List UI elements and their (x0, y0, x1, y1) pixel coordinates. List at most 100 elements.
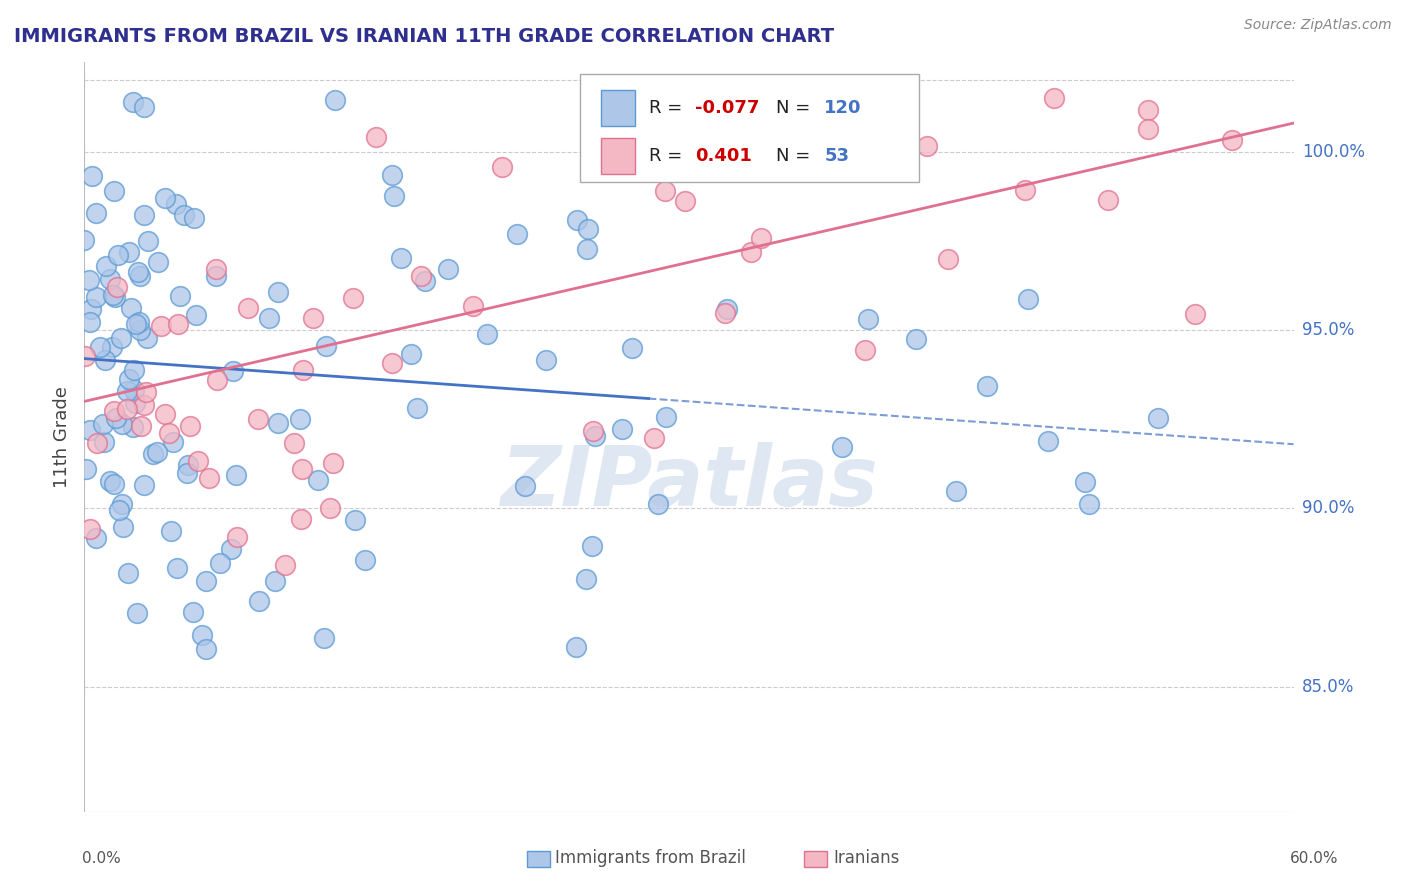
Point (84, 205, 107, 219)
Point (181, 605, 204, 619)
Point (122, 420, 145, 434)
Text: Immigrants from Brazil: Immigrants from Brazil (555, 849, 747, 867)
Point (183, 211, 205, 226)
Point (257, 311, 280, 326)
Point (643, 431, 665, 445)
Point (1036, 434, 1059, 448)
Bar (600, 138, 634, 174)
Point (292, 363, 315, 377)
Point (101, 288, 124, 302)
Point (84, 290, 107, 304)
Text: 95.0%: 95.0% (1302, 321, 1354, 339)
Point (583, 428, 606, 442)
Point (179, 419, 201, 434)
Point (647, 497, 669, 511)
Point (117, 384, 139, 398)
Point (575, 572, 598, 586)
Point (86, 436, 108, 450)
Point (856, 311, 879, 326)
Point (84, 531, 107, 545)
Point (111, 497, 134, 511)
Point (477, 326, 499, 341)
Point (381, 356, 404, 370)
Point (98, 475, 121, 489)
Point (165, 196, 187, 211)
Point (381, 169, 404, 183)
Text: 90.0%: 90.0% (1302, 500, 1354, 517)
Point (673, 194, 696, 208)
Point (73, 350, 96, 364)
Point (976, 379, 998, 393)
Point (115, 402, 138, 417)
Point (536, 352, 558, 367)
Point (654, 409, 676, 424)
Point (831, 440, 853, 454)
Point (129, 419, 152, 434)
Point (366, 130, 388, 145)
Point (406, 401, 429, 416)
Point (567, 213, 589, 227)
Point (117, 566, 139, 580)
Point (132, 398, 155, 412)
Point (205, 261, 228, 276)
Point (100, 272, 122, 286)
Point (204, 269, 226, 284)
Point (1043, 91, 1066, 105)
Point (150, 318, 173, 333)
Text: 0.401: 0.401 (695, 147, 752, 165)
Point (610, 422, 633, 436)
Point (1017, 292, 1039, 306)
Point (91, 417, 114, 431)
Point (657, 134, 679, 148)
Point (354, 552, 377, 566)
Point (564, 640, 586, 655)
Point (177, 458, 200, 473)
Point (100, 340, 122, 354)
Text: R =: R = (650, 147, 693, 165)
Text: Source: ZipAtlas.com: Source: ZipAtlas.com (1244, 18, 1392, 32)
Point (291, 462, 314, 476)
Point (132, 100, 155, 114)
Point (77, 273, 100, 287)
Point (322, 456, 344, 470)
Point (904, 332, 927, 346)
Point (437, 262, 460, 277)
Point (122, 384, 145, 398)
Point (491, 160, 513, 174)
Point (111, 519, 134, 533)
Point (614, 91, 637, 105)
Point (89, 340, 111, 354)
Point (716, 301, 738, 316)
Point (1220, 133, 1243, 147)
Point (129, 268, 152, 283)
Text: 60.0%: 60.0% (1291, 851, 1339, 865)
Point (153, 407, 176, 421)
Text: Iranians: Iranians (834, 849, 900, 867)
Point (1184, 307, 1206, 321)
Point (1078, 497, 1101, 511)
Text: IMMIGRANTS FROM BRAZIL VS IRANIAN 11TH GRADE CORRELATION CHART: IMMIGRANTS FROM BRAZIL VS IRANIAN 11TH G… (14, 27, 834, 45)
Point (195, 574, 218, 589)
Point (342, 291, 364, 305)
Point (148, 255, 170, 269)
Point (125, 317, 148, 331)
Text: ZIPatlas: ZIPatlas (501, 442, 877, 523)
Point (167, 317, 190, 331)
Point (103, 184, 125, 198)
Point (247, 412, 270, 426)
Point (315, 339, 337, 353)
Text: 53: 53 (824, 147, 849, 165)
Point (247, 593, 270, 607)
Point (831, 145, 853, 160)
FancyBboxPatch shape (581, 74, 918, 182)
Text: -0.077: -0.077 (695, 99, 759, 117)
Text: 100.0%: 100.0% (1302, 143, 1365, 161)
Point (191, 628, 214, 642)
Point (749, 231, 772, 245)
Point (267, 416, 290, 430)
Point (107, 248, 129, 262)
Point (157, 425, 180, 440)
Point (515, 479, 537, 493)
Point (75, 462, 97, 476)
Text: R =: R = (650, 99, 688, 117)
